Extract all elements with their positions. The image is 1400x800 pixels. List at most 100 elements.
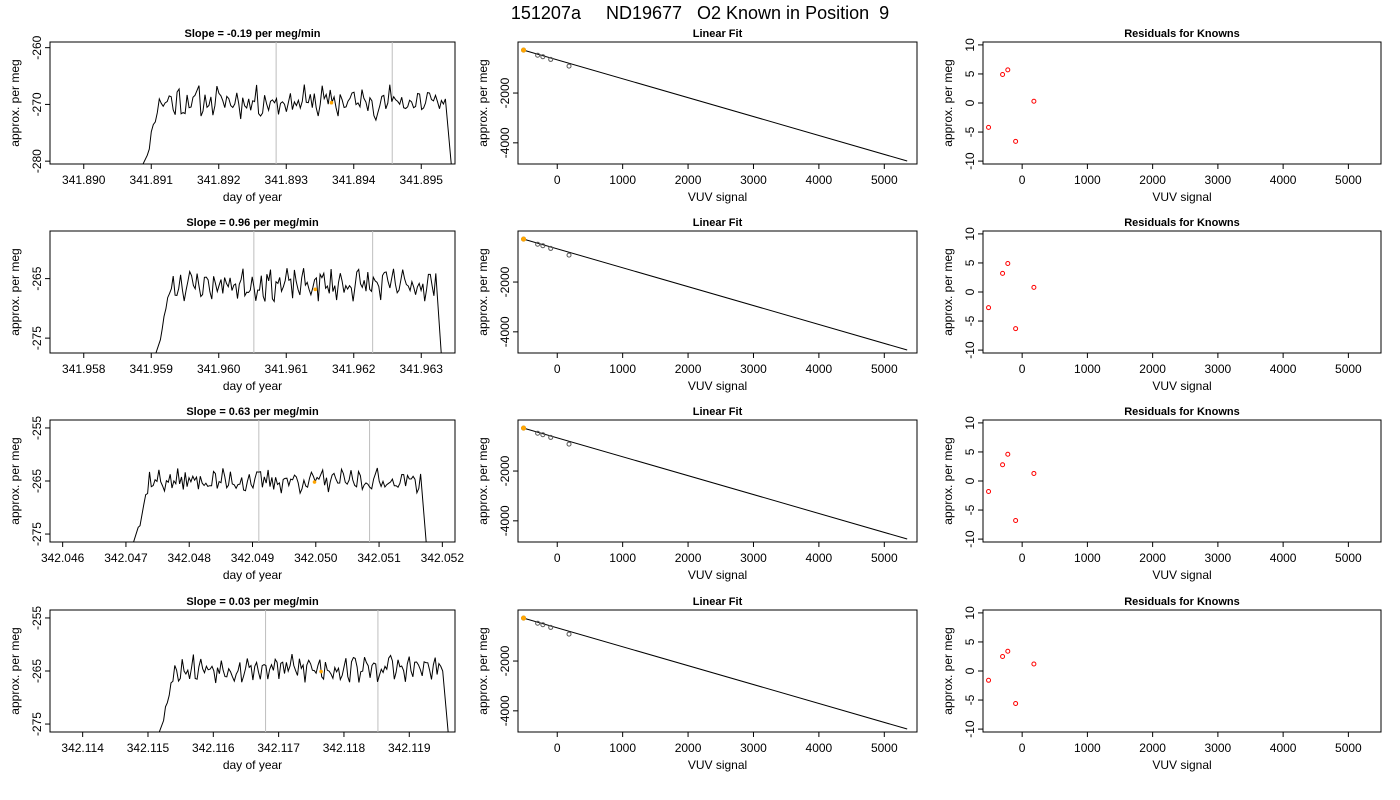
x-tick-label: 4000	[1270, 741, 1297, 755]
x-tick-label: 1000	[609, 173, 636, 187]
residual-point	[1005, 648, 1011, 654]
x-tick-label: 0	[1019, 173, 1026, 187]
plot-frame	[517, 230, 918, 354]
x-tick-label: 341.963	[400, 362, 444, 376]
residual-point	[1031, 284, 1037, 290]
residual-point	[986, 305, 992, 311]
panel-0-0: Slope = -0.19 per meg/min 341.890 341.891 3…	[8, 28, 456, 204]
x-axis-label: day of year	[223, 379, 282, 393]
residual-point	[1000, 72, 1006, 78]
x-tick-label: 1000	[1074, 741, 1101, 755]
y-axis-label: approx. per meg	[8, 59, 22, 146]
x-tick-label: 342.119	[388, 741, 431, 755]
x-tick-label: 4000	[1270, 551, 1297, 565]
x-tick-label: 342.048	[168, 551, 212, 565]
panel-1-1: Linear Fit 0 1000 2000 3000 4000 5000 -4000 -200…	[476, 217, 918, 393]
x-tick-label: 341.894	[332, 173, 376, 187]
panel-title: Residuals for Knowns	[1124, 28, 1240, 40]
signal-trace	[158, 654, 449, 732]
y-tick-label: 5	[963, 638, 977, 645]
x-tick-label: 4000	[1270, 173, 1297, 187]
x-tick-label: 342.051	[357, 551, 401, 565]
data-point	[535, 241, 541, 247]
known-marker	[312, 480, 317, 484]
x-tick-label: 0	[554, 173, 561, 187]
x-tick-label: 5000	[1335, 551, 1362, 565]
residual-point	[1013, 326, 1019, 332]
plot-frame	[517, 609, 918, 733]
plot-frame	[49, 41, 456, 165]
panel-title: Slope = 0.63 per meg/min	[186, 406, 319, 418]
x-tick-label: 5000	[871, 173, 898, 187]
known-marker	[329, 100, 334, 105]
x-tick-label: 342.046	[41, 551, 85, 565]
panel-title: Slope = 0.03 per meg/min	[186, 596, 319, 608]
panel-3-1: Linear Fit 0 1000 2000 3000 4000 5000 -4000 -200…	[476, 596, 918, 772]
y-tick-label: -275	[30, 522, 44, 546]
plot-frame	[49, 230, 456, 354]
x-tick-label: 1000	[609, 551, 636, 565]
y-tick-label: -265	[30, 659, 44, 683]
x-tick-label: 341.959	[130, 362, 174, 376]
x-tick-label: 0	[554, 362, 561, 376]
y-tick-label: 5	[963, 259, 977, 266]
x-tick-label: 0	[1019, 362, 1026, 376]
x-tick-label: 342.115	[127, 741, 170, 755]
panel-title: Residuals for Knowns	[1124, 406, 1240, 418]
data-point	[548, 245, 554, 251]
residual-point	[986, 488, 992, 494]
data-point	[540, 432, 546, 438]
y-axis-label: approx. per meg	[476, 59, 490, 146]
x-tick-label: 2000	[1139, 741, 1166, 755]
x-tick-label: 341.892	[197, 173, 241, 187]
fit-line	[523, 427, 908, 540]
y-tick-label: 0	[963, 477, 977, 484]
y-axis-label: approx. per meg	[476, 627, 490, 714]
panel-title: Residuals for Knowns	[1124, 596, 1240, 608]
residual-point	[1005, 261, 1011, 267]
x-tick-label: 3000	[1205, 551, 1232, 565]
x-tick-label: 2000	[675, 741, 702, 755]
y-tick-label: 10	[963, 38, 977, 52]
x-tick-label: 1000	[609, 362, 636, 376]
plot-frame	[517, 41, 918, 165]
data-point	[548, 624, 554, 630]
data-point	[535, 620, 541, 626]
x-tick-label: 2000	[1139, 362, 1166, 376]
x-axis-label: VUV signal	[1152, 568, 1211, 582]
y-axis-label: approx. per meg	[941, 437, 955, 524]
known-marker	[521, 615, 527, 621]
x-axis-label: VUV signal	[688, 758, 747, 772]
y-tick-label: -10	[963, 152, 977, 170]
residual-point	[1005, 67, 1011, 73]
known-marker	[319, 669, 323, 674]
panel-0-2: Residuals for Knowns 0 1000 2000 3000 4000 500…	[941, 28, 1382, 204]
x-tick-label: 342.114	[61, 741, 104, 755]
y-tick-label: -4000	[498, 505, 512, 536]
x-tick-label: 342.047	[104, 551, 148, 565]
residual-point	[986, 677, 992, 683]
y-tick-label: -4000	[498, 695, 512, 726]
x-tick-label: 5000	[1335, 741, 1362, 755]
y-axis-label: approx. per meg	[941, 59, 955, 146]
x-tick-label: 0	[554, 551, 561, 565]
panel-title: Slope = 0.96 per meg/min	[186, 217, 319, 229]
data-point	[566, 441, 572, 447]
x-tick-label: 341.893	[265, 173, 309, 187]
panel-title: Linear Fit	[693, 596, 743, 608]
known-marker	[521, 236, 527, 242]
signal-trace	[155, 268, 442, 353]
panel-title: Slope = -0.19 per meg/min	[184, 28, 320, 40]
y-tick-label: -2000	[498, 645, 512, 676]
x-tick-label: 4000	[806, 173, 833, 187]
data-point	[540, 243, 546, 249]
x-tick-label: 2000	[675, 173, 702, 187]
x-tick-label: 341.890	[62, 173, 106, 187]
panel-1-0: Slope = 0.96 per meg/min 341.958 341.959 34…	[8, 217, 456, 393]
residual-point	[1013, 138, 1019, 144]
y-tick-label: -255	[30, 606, 44, 630]
data-point	[535, 430, 541, 436]
y-tick-label: -2000	[498, 455, 512, 486]
figure-title: 151207a ND19677 O2 Known in Position 9	[510, 3, 890, 23]
x-tick-label: 5000	[871, 741, 898, 755]
